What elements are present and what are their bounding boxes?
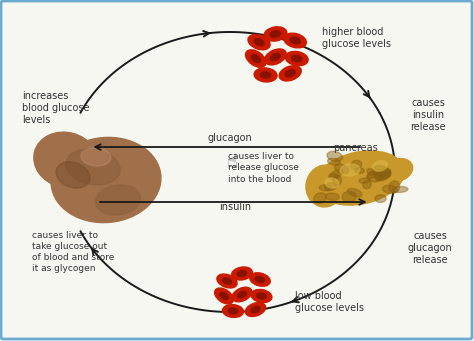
Ellipse shape [319, 185, 332, 191]
Ellipse shape [373, 173, 383, 179]
Ellipse shape [237, 270, 246, 277]
Ellipse shape [232, 287, 252, 302]
Ellipse shape [217, 274, 237, 288]
Ellipse shape [34, 132, 98, 188]
Text: higher blood
glucose levels: higher blood glucose levels [322, 27, 391, 49]
Ellipse shape [389, 181, 400, 193]
Ellipse shape [366, 169, 381, 179]
Text: ☝: ☝ [227, 153, 237, 171]
Ellipse shape [325, 178, 339, 188]
Ellipse shape [271, 53, 280, 60]
Ellipse shape [251, 290, 272, 302]
Ellipse shape [51, 137, 161, 223]
Ellipse shape [232, 267, 252, 280]
Ellipse shape [264, 27, 287, 41]
Ellipse shape [340, 164, 360, 176]
Text: increases
blood glucose
levels: increases blood glucose levels [22, 91, 90, 125]
Ellipse shape [220, 293, 228, 300]
Ellipse shape [285, 70, 295, 77]
Ellipse shape [355, 168, 364, 173]
Ellipse shape [246, 302, 265, 316]
Ellipse shape [342, 191, 356, 202]
Ellipse shape [375, 195, 386, 202]
Ellipse shape [316, 151, 404, 205]
Ellipse shape [377, 172, 390, 180]
Ellipse shape [351, 160, 362, 169]
Ellipse shape [264, 49, 286, 65]
Text: glucagon: glucagon [208, 133, 252, 143]
Ellipse shape [328, 158, 340, 165]
Ellipse shape [248, 34, 270, 50]
Ellipse shape [383, 185, 398, 193]
Ellipse shape [367, 172, 381, 182]
Ellipse shape [81, 148, 111, 166]
Ellipse shape [325, 183, 337, 191]
Ellipse shape [255, 277, 264, 283]
Ellipse shape [333, 175, 341, 186]
Ellipse shape [327, 151, 343, 161]
Ellipse shape [347, 188, 362, 197]
Ellipse shape [222, 305, 244, 317]
Text: causes
glucagon
release: causes glucagon release [408, 231, 452, 265]
Ellipse shape [380, 168, 391, 178]
Ellipse shape [326, 193, 339, 201]
Text: insulin: insulin [219, 202, 251, 212]
Text: low blood
glucose levels: low blood glucose levels [295, 291, 364, 313]
Ellipse shape [373, 173, 397, 193]
Ellipse shape [373, 166, 390, 178]
Ellipse shape [254, 68, 277, 82]
Ellipse shape [292, 55, 302, 62]
Text: pancreas: pancreas [333, 143, 378, 153]
Ellipse shape [285, 51, 308, 66]
Ellipse shape [359, 178, 370, 183]
Ellipse shape [290, 37, 300, 44]
Text: causes
insulin
release: causes insulin release [410, 98, 446, 132]
Ellipse shape [306, 165, 344, 207]
Ellipse shape [251, 55, 260, 62]
Ellipse shape [328, 169, 344, 179]
Ellipse shape [251, 306, 260, 313]
Ellipse shape [270, 31, 281, 37]
Ellipse shape [260, 72, 271, 78]
Ellipse shape [257, 293, 266, 299]
Ellipse shape [250, 273, 270, 286]
Ellipse shape [375, 170, 391, 181]
Text: causes liver to
take glucose out
of blood and store
it as glycogen: causes liver to take glucose out of bloo… [32, 231, 114, 273]
Ellipse shape [314, 193, 326, 204]
Ellipse shape [66, 149, 120, 185]
Ellipse shape [367, 168, 375, 175]
Ellipse shape [222, 278, 231, 284]
Text: causes liver to
release glucose
into the blood: causes liver to release glucose into the… [228, 152, 299, 183]
Ellipse shape [96, 185, 140, 215]
Ellipse shape [373, 161, 387, 171]
Ellipse shape [357, 159, 392, 187]
Ellipse shape [363, 180, 372, 189]
Ellipse shape [279, 66, 301, 81]
Ellipse shape [333, 177, 367, 203]
Ellipse shape [246, 50, 266, 67]
Ellipse shape [392, 187, 408, 192]
Ellipse shape [383, 159, 413, 181]
Ellipse shape [330, 174, 338, 180]
Ellipse shape [237, 291, 246, 298]
Ellipse shape [215, 288, 233, 304]
Ellipse shape [254, 39, 264, 46]
Ellipse shape [335, 164, 349, 174]
Ellipse shape [56, 162, 90, 188]
Ellipse shape [228, 308, 238, 314]
Ellipse shape [284, 33, 306, 48]
